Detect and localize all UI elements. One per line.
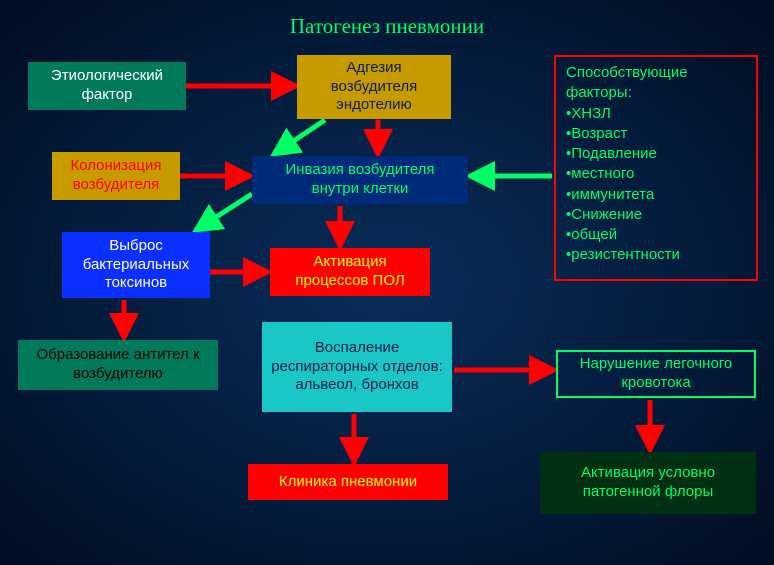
node-antibody: Образование антител к возбудителю xyxy=(18,340,218,390)
node-coloniz: Колонизация возбудителя xyxy=(52,152,180,200)
node-invasion: Инвазия возбудителя внутри клетки xyxy=(252,156,468,204)
node-flora: Активация условно патогенной флоры xyxy=(540,452,756,514)
node-inflam: Воспаление респираторных отделов: альвео… xyxy=(262,322,452,412)
factors-item: •Снижение xyxy=(566,205,746,225)
factors-item: •Возраст xyxy=(566,124,746,144)
factors-heading: Способствующие факторы: xyxy=(566,63,746,104)
factors-item: •ХНЗЛ xyxy=(566,104,746,124)
factors-item: •иммунитета xyxy=(566,185,746,205)
node-pol: Активация процессов ПОЛ xyxy=(270,248,430,296)
node-bloodflow: Нарушение легочного кровотока xyxy=(556,350,756,398)
contributing-factors-box: Способствующие факторы: •ХНЗЛ•Возраст•По… xyxy=(554,55,758,281)
node-toxins: Выброс бактериальных токсинов xyxy=(62,232,210,298)
node-etiology: Этиологический фактор xyxy=(28,62,186,110)
factors-item: •местного xyxy=(566,164,746,184)
node-adhesion: Адгезия возбудителя эндотелию xyxy=(297,55,451,119)
arrow xyxy=(274,120,325,154)
node-clinic: Клиника пневмонии xyxy=(248,464,448,500)
diagram-title: Патогенез пневмонии xyxy=(290,14,484,39)
arrow xyxy=(196,194,252,230)
factors-item: •общей xyxy=(566,225,746,245)
factors-item: •Подавление xyxy=(566,144,746,164)
factors-item: •резистентности xyxy=(566,245,746,265)
factors-list: •ХНЗЛ•Возраст•Подавление•местного•иммуни… xyxy=(566,104,746,266)
